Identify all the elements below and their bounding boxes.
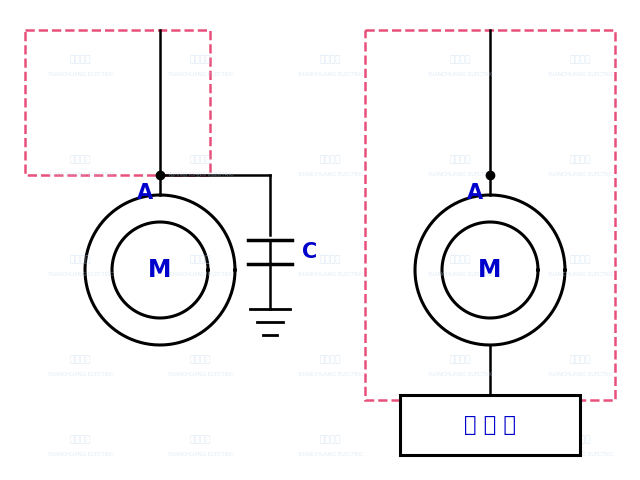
Text: YUANCHUANG ELECTRIC: YUANCHUANG ELECTRIC bbox=[427, 372, 493, 376]
Text: YUANCHUANG ELECTRIC: YUANCHUANG ELECTRIC bbox=[547, 272, 613, 276]
Text: 源创电气: 源创电气 bbox=[189, 435, 211, 444]
Text: YUANCHUANG ELECTRIC: YUANCHUANG ELECTRIC bbox=[547, 72, 613, 76]
Text: YUANCHUANG ELECTRIC: YUANCHUANG ELECTRIC bbox=[296, 72, 364, 76]
Text: YUANCHUANG ELECTRIC: YUANCHUANG ELECTRIC bbox=[296, 171, 364, 177]
Bar bbox=[400, 395, 580, 455]
Text: 源创电气: 源创电气 bbox=[319, 255, 340, 264]
Text: C: C bbox=[302, 242, 317, 262]
Text: YUANCHUANG ELECTRIC: YUANCHUANG ELECTRIC bbox=[47, 171, 113, 177]
Text: 源创电气: 源创电气 bbox=[319, 435, 340, 444]
Text: 源创电气: 源创电气 bbox=[319, 156, 340, 165]
Text: 源创电气: 源创电气 bbox=[569, 435, 591, 444]
Text: 源创电气: 源创电气 bbox=[69, 56, 91, 64]
Text: 源创电气: 源创电气 bbox=[189, 56, 211, 64]
Text: 源创电气: 源创电气 bbox=[69, 156, 91, 165]
Text: 源创电气: 源创电气 bbox=[569, 56, 591, 64]
Text: YUANCHUANG ELECTRIC: YUANCHUANG ELECTRIC bbox=[427, 171, 493, 177]
Text: YUANCHUANG ELECTRIC: YUANCHUANG ELECTRIC bbox=[296, 452, 364, 456]
Text: YUANCHUANG ELECTRIC: YUANCHUANG ELECTRIC bbox=[296, 372, 364, 376]
Text: YUANCHUANG ELECTRIC: YUANCHUANG ELECTRIC bbox=[47, 452, 113, 456]
Text: YUANCHUANG ELECTRIC: YUANCHUANG ELECTRIC bbox=[166, 272, 234, 276]
Bar bbox=[25, 30, 210, 175]
Text: YUANCHUANG ELECTRIC: YUANCHUANG ELECTRIC bbox=[166, 171, 234, 177]
Text: YUANCHUANG ELECTRIC: YUANCHUANG ELECTRIC bbox=[547, 372, 613, 376]
Text: 源创电气: 源创电气 bbox=[569, 156, 591, 165]
Text: 源创电气: 源创电气 bbox=[449, 56, 471, 64]
Text: YUANCHUANG ELECTRIC: YUANCHUANG ELECTRIC bbox=[166, 452, 234, 456]
Text: YUANCHUANG ELECTRIC: YUANCHUANG ELECTRIC bbox=[47, 372, 113, 376]
Text: YUANCHUANG ELECTRIC: YUANCHUANG ELECTRIC bbox=[47, 272, 113, 276]
Text: 源创电气: 源创电气 bbox=[189, 255, 211, 264]
Text: YUANCHUANG ELECTRIC: YUANCHUANG ELECTRIC bbox=[547, 171, 613, 177]
Text: 源创电气: 源创电气 bbox=[569, 255, 591, 264]
Text: YUANCHUANG ELECTRIC: YUANCHUANG ELECTRIC bbox=[427, 452, 493, 456]
Text: 源创电气: 源创电气 bbox=[319, 356, 340, 364]
Text: 源创电气: 源创电气 bbox=[449, 156, 471, 165]
Text: YUANCHUANG ELECTRIC: YUANCHUANG ELECTRIC bbox=[427, 72, 493, 76]
Text: 源创电气: 源创电气 bbox=[69, 356, 91, 364]
Text: YUANCHUANG ELECTRIC: YUANCHUANG ELECTRIC bbox=[166, 72, 234, 76]
Text: YUANCHUANG ELECTRIC: YUANCHUANG ELECTRIC bbox=[427, 272, 493, 276]
Text: A: A bbox=[467, 183, 483, 203]
Text: 源创电气: 源创电气 bbox=[189, 156, 211, 165]
Text: 源创电气: 源创电气 bbox=[449, 435, 471, 444]
Text: 源创电气: 源创电气 bbox=[449, 356, 471, 364]
Text: 源创电气: 源创电气 bbox=[189, 356, 211, 364]
Text: 源创电气: 源创电气 bbox=[69, 435, 91, 444]
Text: YUANCHUANG ELECTRIC: YUANCHUANG ELECTRIC bbox=[47, 72, 113, 76]
Text: 源创电气: 源创电气 bbox=[569, 356, 591, 364]
Text: M: M bbox=[478, 258, 502, 282]
Bar bbox=[365, 30, 615, 400]
Text: YUANCHUANG ELECTRIC: YUANCHUANG ELECTRIC bbox=[547, 452, 613, 456]
Text: A: A bbox=[137, 183, 153, 203]
Text: YUANCHUANG ELECTRIC: YUANCHUANG ELECTRIC bbox=[296, 272, 364, 276]
Text: M: M bbox=[148, 258, 172, 282]
Text: 进 相 器: 进 相 器 bbox=[464, 415, 516, 435]
Text: 源创电气: 源创电气 bbox=[319, 56, 340, 64]
Text: 源创电气: 源创电气 bbox=[69, 255, 91, 264]
Text: YUANCHUANG ELECTRIC: YUANCHUANG ELECTRIC bbox=[166, 372, 234, 376]
Text: 源创电气: 源创电气 bbox=[449, 255, 471, 264]
